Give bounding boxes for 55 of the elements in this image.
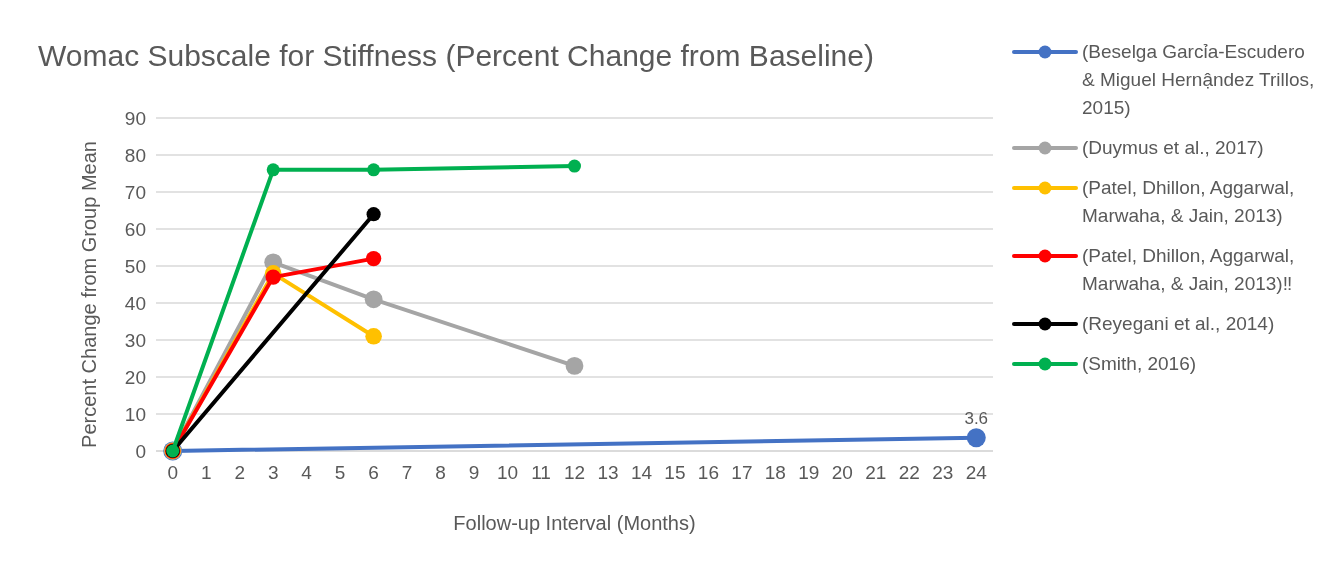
point bbox=[565, 357, 584, 375]
x-tick-label: 7 bbox=[401, 462, 413, 483]
y-tick-label: 70 bbox=[124, 181, 146, 203]
y-tick-label: 0 bbox=[135, 440, 146, 462]
x-tick-label: 9 bbox=[468, 462, 480, 483]
point bbox=[265, 269, 281, 285]
legend-label: (Patel, Dhillon, Aggarwal, Marwaha, & Jain, 2013) bbox=[1082, 177, 1295, 226]
y-axis-title: Percent Change from Group Mean bbox=[78, 141, 100, 448]
data-label: 3.6 bbox=[964, 408, 989, 428]
x-tick-label: 11 bbox=[531, 462, 551, 483]
x-tick-label: 15 bbox=[664, 462, 686, 483]
y-tick-label: 50 bbox=[124, 255, 146, 277]
x-tick-label: 20 bbox=[831, 462, 853, 483]
x-tick-label: 18 bbox=[764, 462, 786, 483]
x-tick-label: 10 bbox=[496, 462, 519, 483]
y-tick-label: 80 bbox=[124, 144, 146, 166]
x-tick-label: 23 bbox=[932, 462, 954, 483]
x-tick-label: 12 bbox=[563, 462, 586, 483]
point bbox=[365, 250, 382, 267]
legend-label: (Duymus et al., 2017) bbox=[1082, 137, 1264, 158]
legend-label: (Reyegani et al., 2014) bbox=[1082, 313, 1275, 334]
y-tick-label: 60 bbox=[124, 218, 146, 240]
x-tick-label: 16 bbox=[697, 462, 719, 483]
x-tick-label: 13 bbox=[597, 462, 619, 483]
x-axis-title: Follow-up Interval (Months) bbox=[453, 512, 696, 534]
x-tick-label: 0 bbox=[167, 462, 179, 483]
point bbox=[365, 328, 382, 345]
point bbox=[364, 290, 383, 309]
point bbox=[366, 207, 381, 222]
point bbox=[966, 428, 986, 448]
x-tick-label: 1 bbox=[200, 462, 212, 483]
y-tick-label: 20 bbox=[124, 366, 146, 388]
x-tick-label: 3 bbox=[267, 462, 279, 483]
x-tick-label: 8 bbox=[435, 462, 446, 483]
legend-label: (Smith, 2016) bbox=[1082, 353, 1197, 374]
x-tick-label: 4 bbox=[301, 462, 313, 483]
y-tick-label: 10 bbox=[124, 403, 146, 425]
x-tick-label: 6 bbox=[368, 462, 379, 483]
point bbox=[266, 163, 280, 177]
x-tick-label: 5 bbox=[334, 462, 346, 483]
point bbox=[367, 163, 381, 177]
x-tick-label: 14 bbox=[630, 462, 653, 483]
y-tick-label: 40 bbox=[124, 292, 146, 314]
x-tick-label: 2 bbox=[234, 462, 245, 483]
chart-title: Womac Subscale for Stiffness (Percent Change from Baseline) bbox=[38, 39, 874, 72]
x-tick-label: 22 bbox=[898, 462, 920, 483]
x-tick-label: 19 bbox=[798, 462, 820, 483]
x-tick-label: 17 bbox=[731, 462, 753, 483]
y-tick-label: 30 bbox=[124, 329, 146, 351]
y-tick-label: 90 bbox=[124, 107, 146, 129]
legend-label: (Beselga Garcỉa-Escudero & Miguel Hernậndez Trillos, 2015) bbox=[1082, 41, 1315, 118]
point bbox=[568, 159, 581, 173]
x-tick-label: 24 bbox=[965, 462, 988, 483]
legend-label: (Patel, Dhillon, Aggarwal, Marwaha, & Jain, 2013)‼ bbox=[1082, 245, 1295, 294]
x-tick-label: 21 bbox=[865, 462, 887, 483]
